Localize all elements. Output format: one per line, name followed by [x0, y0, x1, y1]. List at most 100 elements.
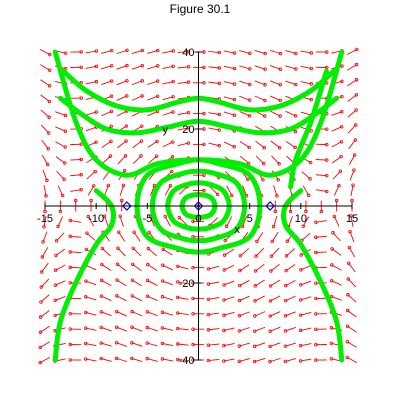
field-arrow — [330, 263, 342, 271]
field-arrow — [39, 278, 50, 289]
tick-labels: -15 -10 -5 0 5 10 15 -40 -20 20 40 x y — [37, 47, 358, 367]
field-arrow — [85, 49, 99, 54]
field-arrow — [160, 341, 174, 347]
field-arrow — [332, 169, 343, 180]
field-arrow — [191, 265, 204, 270]
trajectory-2 — [52, 188, 116, 363]
field-arrow — [237, 342, 250, 348]
field-arrow — [191, 235, 204, 239]
field-arrow — [239, 50, 252, 56]
field-arrow — [285, 65, 298, 71]
x-tick-label: 10 — [295, 213, 307, 225]
field-arrow — [254, 49, 267, 56]
field-arrow — [300, 50, 314, 55]
field-arrow — [117, 154, 128, 165]
field-arrow — [314, 250, 327, 255]
field-arrow — [209, 186, 220, 197]
y-tick-label: -20 — [179, 278, 195, 290]
field-arrow — [334, 198, 339, 212]
field-arrow — [285, 140, 297, 150]
x-tick-label: 0 — [195, 213, 201, 225]
field-arrow — [253, 279, 265, 288]
field-arrow — [99, 278, 112, 287]
field-arrow — [206, 343, 220, 347]
field-arrow — [118, 214, 124, 227]
field-arrow — [145, 356, 158, 362]
field-arrow — [253, 326, 266, 333]
field-arrow — [269, 65, 283, 71]
field-arrow — [116, 246, 126, 257]
field-arrow — [53, 264, 66, 272]
figure-title: Figure 30.1 — [169, 2, 231, 16]
field-arrow — [85, 125, 98, 132]
field-arrow — [222, 327, 235, 333]
field-arrow — [114, 325, 128, 332]
field-arrow — [304, 200, 308, 214]
field-arrow — [73, 198, 78, 212]
field-arrow — [68, 218, 82, 223]
field-arrow — [331, 125, 344, 132]
field-arrow — [252, 342, 266, 349]
field-arrow — [131, 63, 145, 70]
field-arrow — [175, 342, 189, 346]
field-arrow — [99, 310, 112, 317]
field-arrow — [130, 325, 143, 332]
field-arrow — [177, 215, 188, 226]
field-arrow — [41, 139, 50, 151]
field-arrow — [346, 47, 359, 55]
field-arrow — [115, 294, 127, 302]
field-arrow — [283, 295, 296, 303]
field-arrow — [114, 341, 128, 347]
field-arrow — [70, 173, 83, 177]
field-arrow — [145, 325, 158, 332]
field-arrow — [237, 311, 250, 318]
field-arrow — [315, 50, 329, 54]
field-arrow — [223, 81, 237, 86]
field-arrow — [100, 246, 111, 257]
field-arrow — [300, 81, 314, 86]
field-arrow — [131, 262, 142, 272]
field-arrow — [350, 183, 355, 197]
field-arrow — [237, 280, 250, 288]
field-arrow — [68, 311, 82, 316]
field-arrow — [300, 232, 311, 243]
field-arrow — [284, 248, 295, 258]
field-arrow — [330, 247, 342, 256]
field-arrow — [130, 356, 143, 363]
field-arrow — [270, 95, 282, 103]
field-arrow — [176, 280, 189, 285]
field-arrow — [348, 229, 355, 243]
field-arrow — [222, 296, 235, 302]
field-arrow — [131, 94, 144, 101]
critical-point-marker — [193, 201, 204, 211]
field-arrow — [301, 171, 312, 181]
field-arrow — [315, 189, 329, 194]
field-arrow — [222, 343, 235, 348]
field-arrow — [193, 81, 206, 85]
field-arrow — [239, 141, 251, 150]
field-arrow — [314, 327, 327, 332]
field-arrow — [193, 173, 206, 177]
field-arrow — [300, 65, 314, 71]
field-arrow — [162, 110, 175, 116]
field-arrow — [347, 108, 358, 118]
field-arrow — [223, 111, 237, 117]
field-arrow — [130, 278, 143, 287]
field-arrow — [131, 48, 145, 55]
field-arrow — [191, 296, 204, 301]
field-arrow — [115, 278, 127, 287]
field-arrow — [101, 109, 114, 117]
field-arrow — [302, 185, 311, 198]
field-arrow — [253, 311, 266, 318]
field-arrow — [86, 169, 97, 180]
field-arrow — [55, 111, 68, 118]
field-arrow — [298, 358, 312, 363]
field-arrow — [206, 281, 220, 286]
field-arrow — [348, 153, 357, 165]
field-arrow — [208, 142, 221, 148]
field-arrow — [269, 49, 283, 56]
field-arrow — [55, 156, 67, 165]
field-arrow — [331, 231, 341, 242]
field-arrow — [43, 185, 48, 198]
field-arrow — [254, 80, 267, 87]
